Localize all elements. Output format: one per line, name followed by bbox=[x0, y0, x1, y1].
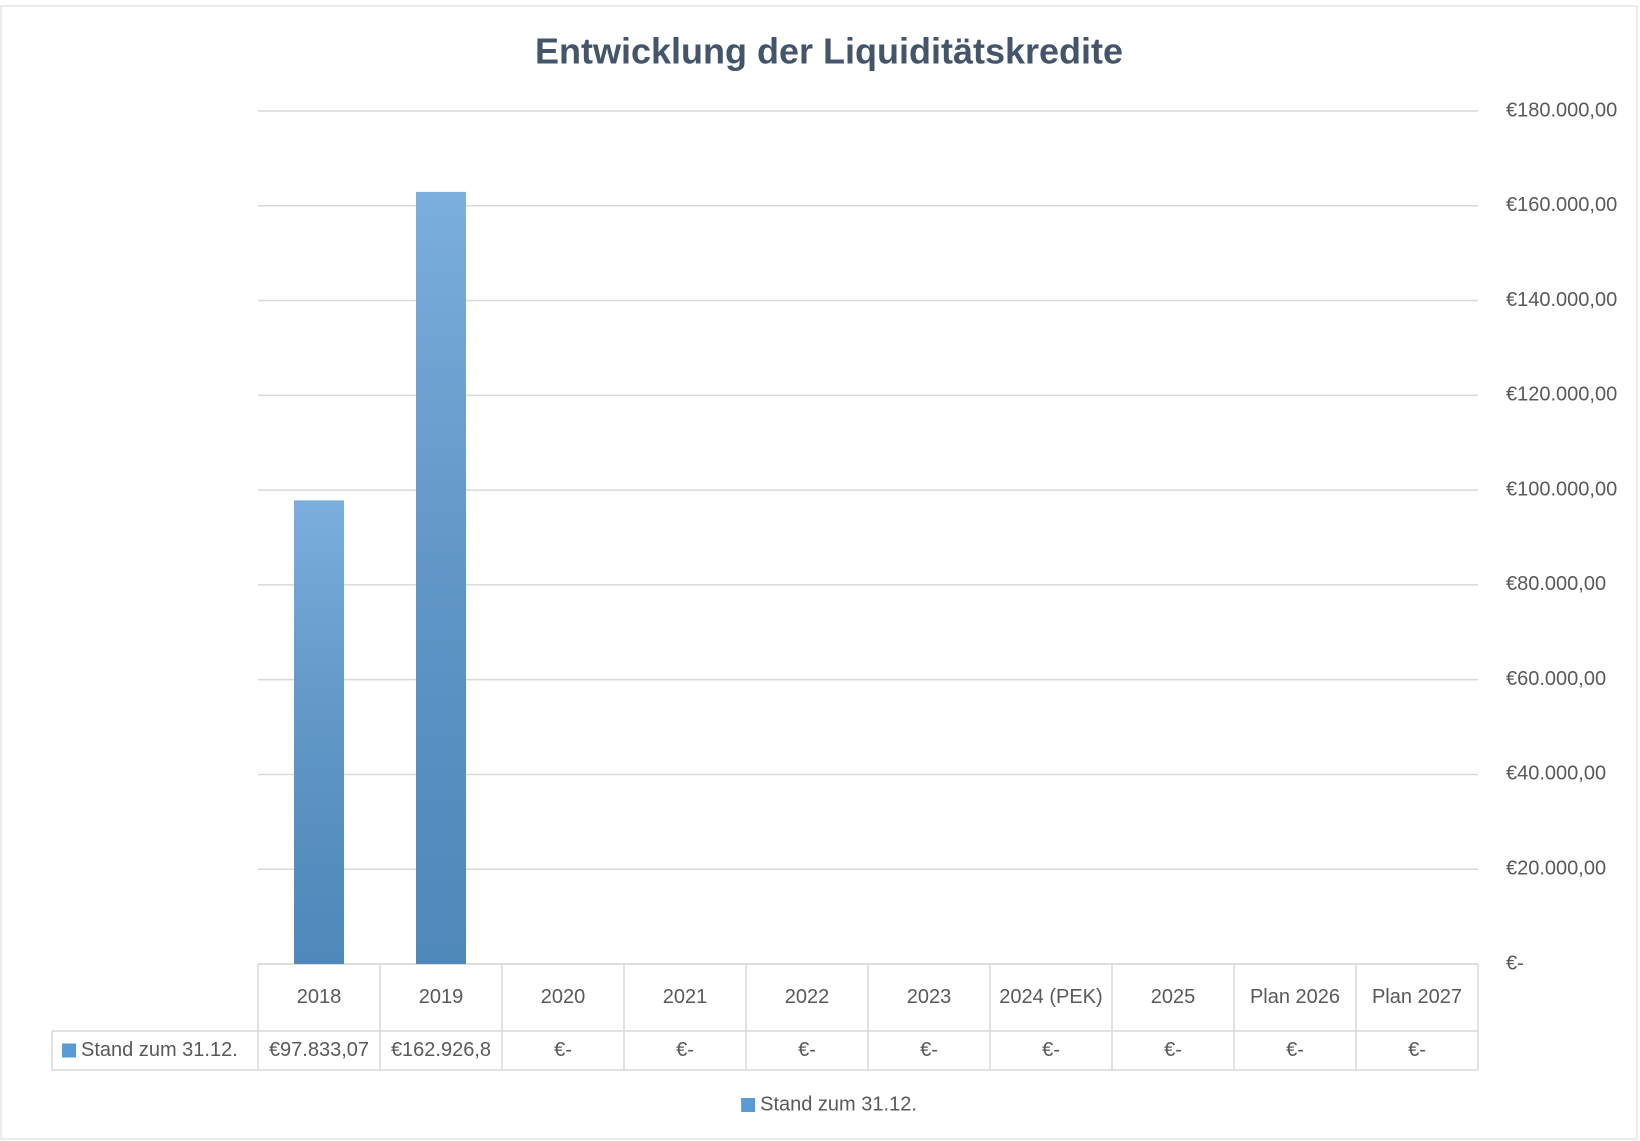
y-tick-label: €180.000,00 bbox=[1506, 99, 1617, 121]
y-tick-label: €60.000,00 bbox=[1506, 668, 1606, 690]
x-tick-label: 2021 bbox=[663, 986, 708, 1008]
y-tick-label: €20.000,00 bbox=[1506, 858, 1606, 880]
legend-label: Stand zum 31.12. bbox=[760, 1093, 917, 1115]
data-label: €- bbox=[1286, 1039, 1304, 1061]
data-label: €162.926,8 bbox=[391, 1039, 491, 1061]
legend-key bbox=[741, 1098, 756, 1112]
row-label: Stand zum 31.12. bbox=[81, 1039, 238, 1061]
y-tick-label: €140.000,00 bbox=[1506, 289, 1617, 311]
x-tick-label: 2019 bbox=[419, 986, 464, 1008]
x-tick-label: 2018 bbox=[297, 986, 342, 1008]
legend-key bbox=[62, 1043, 76, 1058]
x-tick-label: 2025 bbox=[1151, 986, 1196, 1008]
y-tick-label: €80.000,00 bbox=[1506, 573, 1606, 595]
y-tick-label: €160.000,00 bbox=[1506, 194, 1617, 216]
data-label: €- bbox=[676, 1039, 694, 1061]
data-label: €- bbox=[798, 1039, 816, 1061]
y-tick-label: €40.000,00 bbox=[1506, 763, 1606, 785]
bar-shade bbox=[416, 191, 466, 964]
x-tick-label: Plan 2027 bbox=[1372, 986, 1462, 1008]
data-label: €- bbox=[1164, 1039, 1182, 1061]
x-tick-label: 2024 (PEK) bbox=[999, 986, 1102, 1008]
x-tick-label: 2022 bbox=[785, 986, 830, 1008]
x-tick-label: 2023 bbox=[907, 986, 952, 1008]
bar-shade bbox=[294, 500, 344, 964]
y-tick-label: €- bbox=[1506, 952, 1524, 974]
chart-title: Entwicklung der Liquiditätskredite bbox=[535, 31, 1123, 72]
data-label: €- bbox=[1042, 1039, 1060, 1061]
data-label: €- bbox=[1408, 1039, 1426, 1061]
data-label: €- bbox=[920, 1039, 938, 1061]
x-tick-label: Plan 2026 bbox=[1250, 986, 1340, 1008]
x-tick-label: 2020 bbox=[541, 986, 586, 1008]
data-label: €97.833,07 bbox=[269, 1039, 369, 1061]
y-tick-label: €100.000,00 bbox=[1506, 478, 1617, 500]
y-tick-label: €120.000,00 bbox=[1506, 384, 1617, 406]
data-label: €- bbox=[554, 1039, 572, 1061]
chart-frame bbox=[0, 5, 1638, 1140]
